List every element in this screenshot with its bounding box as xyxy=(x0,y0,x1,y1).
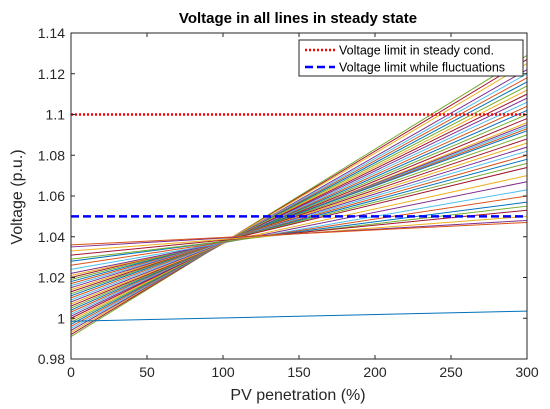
x-tick-label: 100 xyxy=(211,364,235,380)
y-tick-label: 1.02 xyxy=(38,270,65,286)
series-line-28 xyxy=(70,158,528,283)
legend-label-2: Voltage limit while fluctuations xyxy=(339,61,505,75)
y-tick-label: 1.1 xyxy=(46,107,66,123)
series-line-10 xyxy=(70,93,528,319)
series-line-37 xyxy=(70,209,528,256)
series-line-8 xyxy=(70,85,528,323)
series-line-4 xyxy=(70,69,528,331)
x-tick-label: 50 xyxy=(139,364,155,380)
y-tick-label: 1.04 xyxy=(38,229,65,245)
legend-label-1: Voltage limit in steady cond. xyxy=(339,44,494,58)
y-ticks: 0.98 1 1.02 1.04 1.06 1.08 1.1 1.12 1.14 xyxy=(38,25,527,367)
series-lines xyxy=(70,54,528,338)
x-tick-label: 300 xyxy=(515,364,539,380)
series-line-40 xyxy=(70,221,528,246)
series-line-26 xyxy=(70,150,528,287)
y-tick-label: 1.14 xyxy=(38,25,65,41)
y-tick-label: 0.98 xyxy=(38,351,65,367)
series-line-27 xyxy=(70,154,528,285)
x-tick-label: 0 xyxy=(67,364,75,380)
series-line-6 xyxy=(70,77,528,327)
series-line-31 xyxy=(70,175,528,276)
series-line-5 xyxy=(70,73,528,329)
y-tick-label: 1.08 xyxy=(38,147,65,163)
series-line-11 xyxy=(70,97,528,317)
series-line-16 xyxy=(70,118,528,307)
y-tick-label: 1.06 xyxy=(38,188,65,204)
x-tick-label: 200 xyxy=(363,364,387,380)
series-line-29 xyxy=(70,162,528,281)
x-tick-label: 150 xyxy=(287,364,311,380)
series-line-3 xyxy=(70,63,528,333)
series-line-1 xyxy=(70,54,528,338)
reference-lines xyxy=(71,113,527,218)
series-line-35 xyxy=(70,201,528,262)
series-line-41 xyxy=(70,310,528,322)
series-line-22 xyxy=(70,134,528,295)
x-tick-label: 250 xyxy=(439,364,463,380)
series-line-7 xyxy=(70,81,528,325)
series-line-13 xyxy=(70,105,528,313)
series-line-2 xyxy=(70,59,528,335)
y-tick-label: 1.12 xyxy=(38,66,65,82)
legend-box xyxy=(298,39,524,77)
series-line-9 xyxy=(70,89,528,321)
x-axis-label: PV penetration (%) xyxy=(230,387,365,404)
series-line-32 xyxy=(70,181,528,274)
y-axis-label: Voltage (p.u.) xyxy=(9,149,26,244)
series-line-34 xyxy=(70,195,528,266)
series-line-12 xyxy=(70,101,528,315)
chart-title: Voltage in all lines in steady state xyxy=(179,10,417,27)
x-ticks: 0 50 100 150 200 250 300 xyxy=(67,33,539,380)
legend: Voltage limit in steady cond. Voltage lim… xyxy=(298,39,524,77)
series-line-15 xyxy=(70,114,528,309)
series-line-14 xyxy=(70,109,528,311)
y-tick-label: 1 xyxy=(57,310,65,326)
series-line-21 xyxy=(70,130,528,297)
series-line-33 xyxy=(70,189,528,270)
